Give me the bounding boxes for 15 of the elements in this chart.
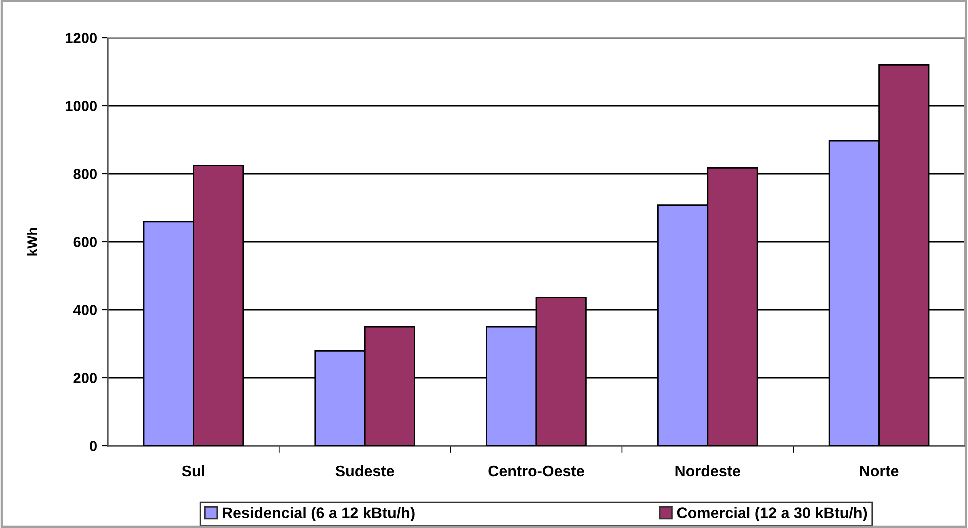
y-tick-label: 200 [74,373,97,384]
legend-label: Comercial (12 a 30 kBtu/h) [677,507,868,522]
x-tick-label: Sudeste [336,465,394,477]
x-tick-label: Norte [860,466,899,477]
y-tick-label: 600 [74,237,97,248]
x-tick-label: Centro-Oeste [488,466,584,477]
legend-label: Residencial (6 a 12 kBtu/h) [223,507,415,522]
x-tick-label: Sul [182,465,204,477]
y-tick-label: 400 [73,305,97,316]
x-tick-label: Nordeste [676,465,740,477]
y-tick-label: 0 [90,441,97,452]
y-tick-label: 800 [74,169,97,180]
y-tick-label: 1000 [66,101,97,112]
y-axis-title: kWh [27,228,38,256]
y-tick-label: 1200 [66,33,97,44]
